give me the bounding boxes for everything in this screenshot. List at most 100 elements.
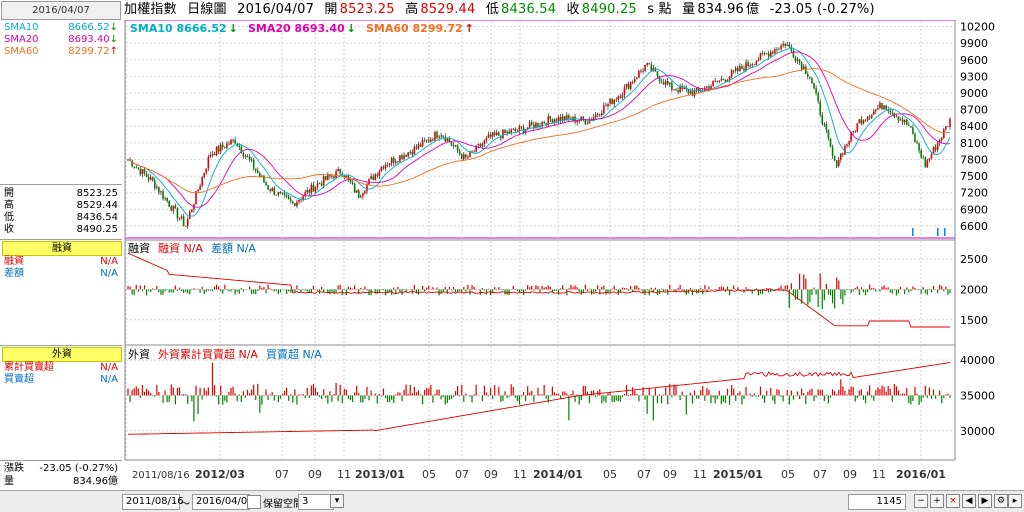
close-icon[interactable]: × xyxy=(946,494,960,508)
candle-body xyxy=(512,129,514,130)
foreign-panel-title: 外資 xyxy=(2,347,122,362)
candle-body xyxy=(885,105,887,109)
margin-bar xyxy=(828,289,829,294)
candle-body xyxy=(929,158,931,160)
margin-bar xyxy=(286,289,287,294)
margin-bar xyxy=(276,289,277,290)
zoom-in-icon[interactable]: + xyxy=(930,494,944,508)
candle-body xyxy=(251,160,253,161)
settings-icon[interactable]: ⚙ xyxy=(994,494,1008,508)
margin-bar xyxy=(253,289,254,293)
calendar-icon[interactable] xyxy=(247,495,261,509)
save-space-input[interactable]: 3 xyxy=(298,494,334,510)
scroll-end-icon[interactable]: ▸ xyxy=(1008,494,1022,508)
candle-body xyxy=(465,155,467,158)
candle-body xyxy=(669,83,671,84)
candle-body xyxy=(828,130,830,139)
candle-body xyxy=(482,144,484,147)
foreign-bar xyxy=(601,395,602,403)
foreign-bar xyxy=(820,390,821,396)
foreign-bar xyxy=(550,395,551,396)
end-date-field[interactable]: 2016/04/07 xyxy=(192,494,250,510)
margin-bar xyxy=(768,289,769,292)
margin-bar xyxy=(933,286,934,290)
foreign-bar xyxy=(624,394,625,395)
foreign-bar xyxy=(731,385,732,395)
foreign-bar xyxy=(152,395,153,396)
candle-body xyxy=(354,184,356,193)
foreign-bar xyxy=(828,395,829,403)
foreign-bar xyxy=(218,395,219,404)
foreign-bar xyxy=(541,394,542,395)
foreign-bar xyxy=(412,393,413,395)
foreign-bar xyxy=(799,395,800,399)
y-tick-label: 8700 xyxy=(960,104,988,117)
foreign-bar xyxy=(929,387,930,395)
foreign-bar xyxy=(144,392,145,396)
foreign-bar xyxy=(247,390,248,396)
y-tick-label: 6900 xyxy=(960,203,988,216)
candle-body xyxy=(389,163,391,165)
foreign-bar xyxy=(546,395,547,398)
foreign-bar xyxy=(352,395,353,402)
foreign-bar xyxy=(403,390,404,396)
foreign-bar xyxy=(908,395,909,403)
candle-body xyxy=(782,44,784,46)
bottom-toolbar: 2011/08/16 ～ 2016/04/07 保留空間 3 ▾ 1145 − … xyxy=(0,490,1024,512)
sma10-value: 8666.52 xyxy=(68,22,109,33)
margin-bar xyxy=(160,289,161,294)
foreign-bar xyxy=(949,395,950,398)
candle-body xyxy=(935,147,937,150)
foreign-bar xyxy=(750,393,751,395)
candle-body xyxy=(504,130,506,133)
sma10-label: SMA10 xyxy=(4,22,39,34)
margin-bar xyxy=(898,289,899,293)
foreign-bar xyxy=(527,386,528,395)
stepper-icon[interactable]: ▾ xyxy=(330,494,344,508)
margin-bar xyxy=(494,287,495,290)
candle-body xyxy=(762,53,764,54)
left-info-panel: SMA10 8666.52↓ SMA20 8693.40↓ SMA60 8299… xyxy=(0,20,123,490)
candle-body xyxy=(811,78,813,83)
foreign-bar xyxy=(368,395,369,400)
foreign-bar xyxy=(904,394,905,396)
volume-value: 834.96 xyxy=(697,2,744,17)
start-date-field[interactable]: 2011/08/16 xyxy=(122,494,180,510)
foreign-bar xyxy=(360,395,361,402)
margin-bar xyxy=(570,285,571,290)
y-tick-label: 7200 xyxy=(960,187,988,200)
margin-bar xyxy=(550,287,551,290)
foreign-bar xyxy=(311,386,312,396)
candle-body xyxy=(298,200,300,202)
candle-body xyxy=(467,157,469,158)
margin-bar xyxy=(715,289,716,290)
low-label: 低 xyxy=(486,2,499,17)
candle-body xyxy=(663,82,665,85)
margin-bar xyxy=(313,286,314,290)
foreign-bar xyxy=(873,395,874,400)
zoom-out-icon[interactable]: − xyxy=(914,494,928,508)
margin-bar xyxy=(214,287,215,290)
candle-body xyxy=(162,191,164,198)
candle-body xyxy=(795,57,797,61)
scroll-left-icon[interactable]: ◀ xyxy=(962,494,976,508)
margin-bar xyxy=(455,289,456,292)
candle-body xyxy=(601,113,603,115)
margin-bar xyxy=(846,289,847,290)
scroll-right-icon[interactable]: ▶ xyxy=(978,494,992,508)
foreign-bar xyxy=(449,395,450,399)
candle-body xyxy=(661,81,663,82)
foreign-bar xyxy=(204,388,205,395)
sma60-row: SMA60 8299.72↑ xyxy=(4,46,118,58)
sma20-row: SMA20 8693.40↓ xyxy=(4,34,118,46)
candle-body xyxy=(442,135,444,136)
foreign-bar xyxy=(780,395,781,396)
candle-body xyxy=(372,176,374,180)
candle-body xyxy=(838,160,840,166)
candle-body xyxy=(879,103,881,108)
foreign-bar xyxy=(607,393,608,395)
margin-bar xyxy=(360,288,361,290)
candle-body xyxy=(714,81,716,82)
